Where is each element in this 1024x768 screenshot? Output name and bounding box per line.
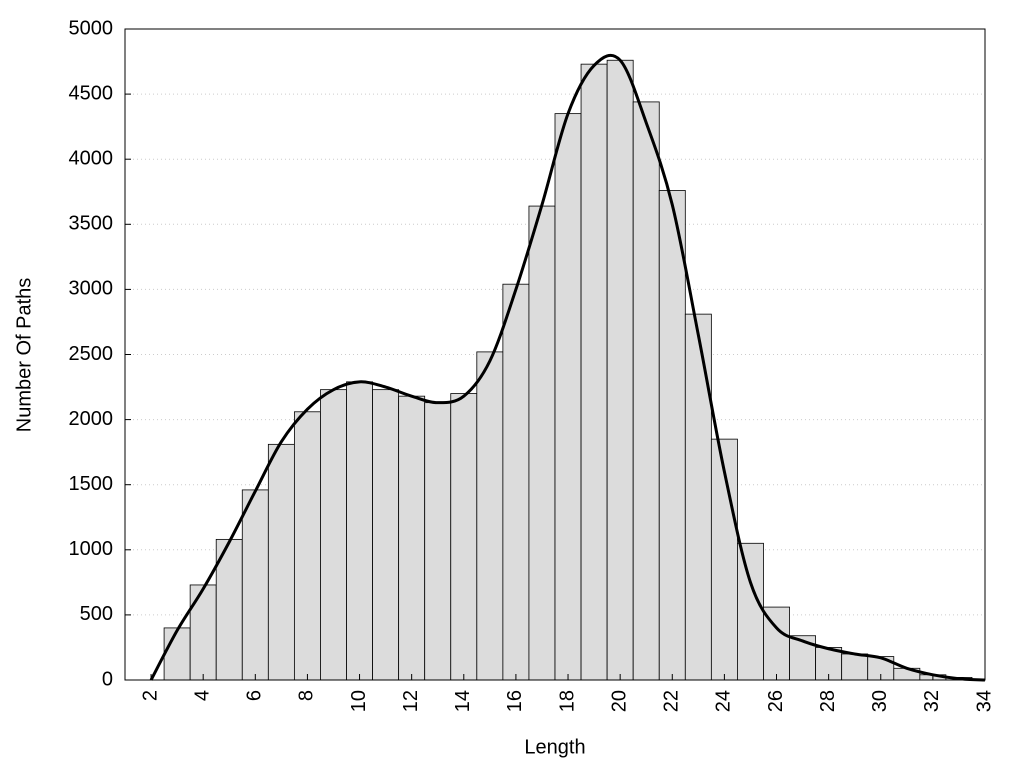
y-tick-label: 0 bbox=[102, 668, 113, 690]
bar bbox=[554, 113, 582, 681]
bar bbox=[502, 283, 530, 681]
x-tick-label: 14 bbox=[452, 690, 474, 712]
bar bbox=[737, 542, 764, 681]
bar bbox=[241, 489, 269, 681]
bar bbox=[424, 402, 452, 681]
x-tick-label: 10 bbox=[348, 690, 370, 712]
bar bbox=[580, 63, 608, 681]
bar bbox=[163, 627, 191, 681]
x-axis-label: Length bbox=[524, 736, 585, 758]
y-tick-label: 1000 bbox=[69, 538, 114, 560]
y-tick-label: 1500 bbox=[69, 473, 114, 495]
x-tick-label: 20 bbox=[608, 690, 630, 712]
y-tick-label: 5000 bbox=[69, 17, 114, 39]
x-tick-label: 6 bbox=[244, 690, 266, 701]
bar bbox=[293, 411, 321, 681]
x-tick-label: 12 bbox=[400, 690, 422, 712]
x-tick-label: 30 bbox=[869, 690, 891, 712]
bar bbox=[632, 101, 660, 681]
bar bbox=[528, 205, 556, 681]
y-tick-label: 2000 bbox=[69, 408, 114, 430]
x-tick-label: 28 bbox=[817, 690, 839, 712]
bar bbox=[372, 389, 400, 681]
y-tick-label: 500 bbox=[80, 603, 113, 625]
x-tick-label: 22 bbox=[661, 690, 683, 712]
x-tick-label: 4 bbox=[191, 690, 213, 701]
bar bbox=[346, 381, 373, 681]
y-tick-label: 3500 bbox=[69, 213, 114, 235]
y-tick-label: 2500 bbox=[69, 343, 114, 365]
bar bbox=[450, 393, 478, 681]
bar bbox=[684, 313, 712, 681]
bar bbox=[841, 653, 869, 681]
y-tick-label: 3000 bbox=[69, 278, 114, 300]
bar bbox=[267, 443, 295, 681]
x-tick-label: 34 bbox=[973, 690, 995, 712]
y-tick-label: 4000 bbox=[69, 147, 114, 169]
bar bbox=[398, 395, 426, 681]
x-tick-label: 26 bbox=[765, 690, 787, 712]
density-curve bbox=[149, 53, 986, 682]
x-tick-label: 8 bbox=[296, 690, 318, 701]
y-tick-label: 4500 bbox=[69, 82, 114, 104]
plot-frame bbox=[124, 28, 986, 681]
x-tick-label: 32 bbox=[921, 690, 943, 712]
bar bbox=[320, 389, 347, 681]
bar bbox=[476, 351, 504, 681]
x-tick-label: 18 bbox=[556, 690, 578, 712]
x-tick-label: 2 bbox=[139, 690, 161, 701]
y-axis-label: Number Of Paths bbox=[13, 278, 35, 433]
bar bbox=[710, 438, 738, 681]
bar bbox=[189, 584, 217, 681]
bar bbox=[658, 190, 686, 681]
x-tick-label: 16 bbox=[504, 690, 526, 712]
bar bbox=[606, 59, 634, 681]
x-tick-label: 24 bbox=[713, 690, 735, 712]
